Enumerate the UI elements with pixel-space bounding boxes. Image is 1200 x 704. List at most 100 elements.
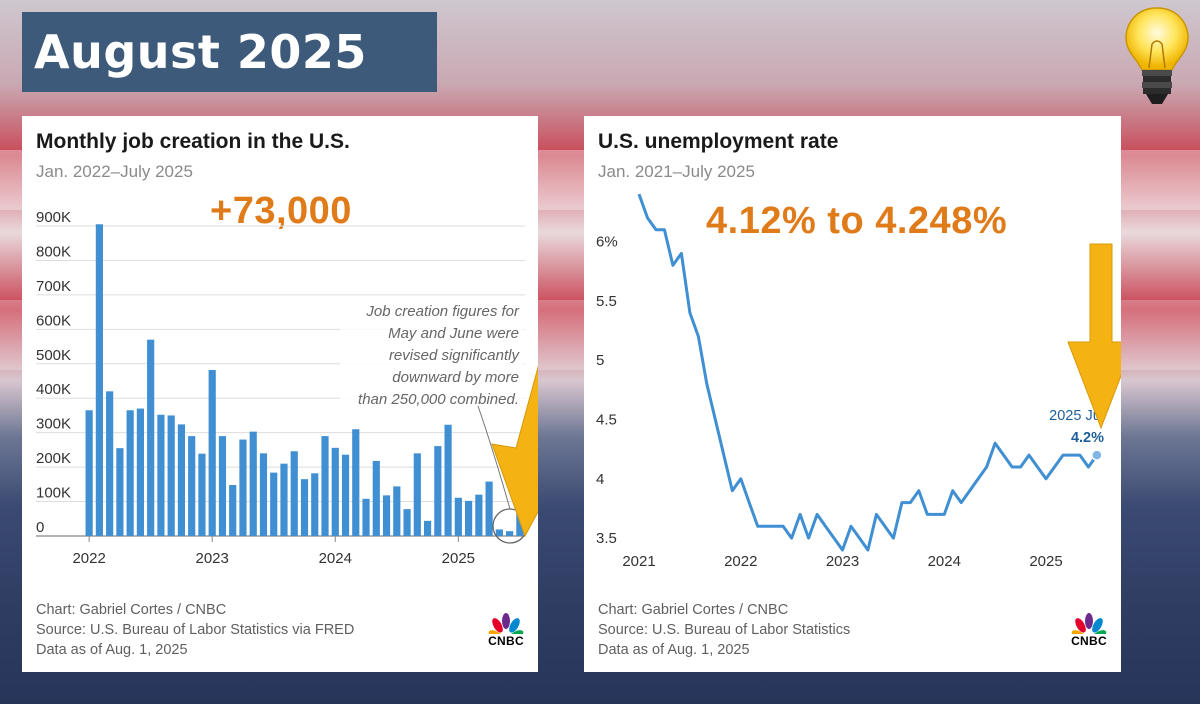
down-arrow-icon — [1067, 243, 1121, 430]
annotation-background — [340, 322, 524, 344]
chart-footer: Chart: Gabriel Cortes / CNBC Source: U.S… — [36, 600, 354, 660]
bar — [218, 436, 227, 536]
annotation-background — [340, 388, 524, 410]
x-tick-label: 2022 — [724, 553, 757, 570]
bar — [249, 431, 257, 536]
cnbc-logo-text: CNBC — [1071, 634, 1107, 648]
y-tick-label: 0 — [36, 519, 44, 536]
x-tick-label: 2025 — [1029, 553, 1062, 570]
job-creation-highlight: +73,000 — [210, 190, 352, 232]
bar — [341, 454, 350, 536]
bar — [434, 446, 442, 536]
bar — [116, 448, 124, 536]
cnbc-logo: CNBC — [1065, 610, 1113, 650]
footer-credit: Chart: Gabriel Cortes / CNBC — [36, 602, 227, 618]
bar — [208, 369, 216, 536]
y-tick-label: 800K — [36, 243, 71, 260]
peacock-icon — [488, 613, 524, 641]
cnbc-logo: CNBC — [482, 610, 530, 650]
x-tick-label: 2021 — [622, 553, 655, 570]
end-label-value: 4.2% — [1071, 430, 1104, 446]
peacock-icon — [1071, 613, 1107, 641]
bar — [352, 429, 360, 536]
bar — [372, 460, 380, 536]
bar — [444, 424, 452, 536]
series-line — [637, 193, 1099, 552]
bar — [475, 494, 483, 536]
annotation-text: downward by more — [392, 369, 519, 386]
bar — [126, 410, 134, 536]
x-tick-label: 2023 — [196, 550, 229, 567]
bar — [270, 472, 278, 536]
annotation-background — [340, 366, 524, 388]
bar — [413, 453, 421, 536]
down-arrow-icon — [491, 365, 538, 538]
unemployment-highlight: 4.12% to 4.248% — [706, 200, 1008, 242]
bar — [147, 339, 155, 536]
bar — [485, 481, 493, 536]
bar — [188, 436, 196, 536]
annotation-leader-line — [477, 405, 511, 510]
light-bulb-icon — [1125, 7, 1189, 104]
annotation-text: Job creation figures for — [365, 303, 520, 320]
chart-footer: Chart: Gabriel Cortes / CNBC Source: U.S… — [598, 600, 850, 660]
bar — [311, 473, 319, 536]
footer-date: Data as of Aug. 1, 2025 — [598, 642, 750, 658]
annotation-text: revised significantly — [389, 347, 521, 364]
y-tick-label: 4 — [596, 471, 604, 488]
x-tick-label: 2024 — [928, 553, 961, 570]
bar — [321, 436, 329, 536]
y-tick-label: 5 — [596, 352, 604, 369]
bar — [259, 453, 268, 536]
y-tick-label: 4.5 — [596, 412, 617, 429]
bar — [85, 410, 93, 536]
cnbc-logo-text: CNBC — [488, 634, 524, 648]
bar — [516, 510, 524, 536]
bar — [95, 224, 103, 536]
y-tick-label: 100K — [36, 485, 71, 502]
job-creation-panel: Monthly job creation in the U.S. Jan. 20… — [22, 116, 538, 672]
y-tick-label: 5.5 — [596, 293, 617, 310]
x-tick-label: 2025 — [442, 550, 475, 567]
annotation-background — [340, 300, 524, 322]
x-tick-label: 2022 — [72, 550, 105, 567]
footer-source: Source: U.S. Bureau of Labor Statistics … — [36, 622, 355, 638]
bar — [465, 500, 473, 536]
bar — [290, 451, 298, 536]
y-tick-label: 700K — [36, 278, 71, 295]
y-tick-label: 3.5 — [596, 530, 617, 547]
chart-subtitle: Jan. 2021–July 2025 — [598, 162, 755, 181]
bar — [239, 439, 247, 536]
y-tick-label: 500K — [36, 347, 71, 364]
annotation-text: than 250,000 combined. — [358, 391, 519, 408]
bar — [495, 529, 503, 536]
bar — [300, 479, 309, 536]
bar — [177, 424, 186, 536]
bar — [362, 498, 370, 536]
unemployment-line-chart: 3.5 4 4.5 5 5.5 6% 2021 2022 2023 2024 2025 2025 … — [596, 193, 1121, 570]
bar — [393, 486, 401, 536]
y-tick-label: 200K — [36, 450, 71, 467]
chart-subtitle: Jan. 2022–July 2025 — [36, 162, 193, 181]
y-tick-label: 900K — [36, 209, 71, 226]
chart-title: Monthly job creation in the U.S. — [36, 130, 350, 153]
bar — [423, 520, 432, 536]
bar — [382, 495, 391, 536]
chart-title: U.S. unemployment rate — [598, 130, 839, 153]
y-tick-label: 300K — [36, 416, 71, 433]
footer-credit: Chart: Gabriel Cortes / CNBC — [598, 602, 789, 618]
y-tick-label: 600K — [36, 312, 71, 329]
y-tick-label: 400K — [36, 381, 71, 398]
annotation-text: May and June were — [388, 325, 519, 342]
footer-date: Data as of Aug. 1, 2025 — [36, 642, 188, 658]
bar — [280, 463, 288, 536]
annotation-background — [340, 344, 524, 366]
x-tick-label: 2024 — [319, 550, 352, 567]
x-tick-label: 2023 — [826, 553, 859, 570]
end-label-date: 2025 Jul — [1049, 408, 1104, 424]
bar — [454, 497, 462, 536]
y-tick-label: 6% — [596, 234, 618, 251]
bar — [157, 414, 165, 536]
bar — [106, 391, 114, 536]
bar — [229, 485, 237, 536]
